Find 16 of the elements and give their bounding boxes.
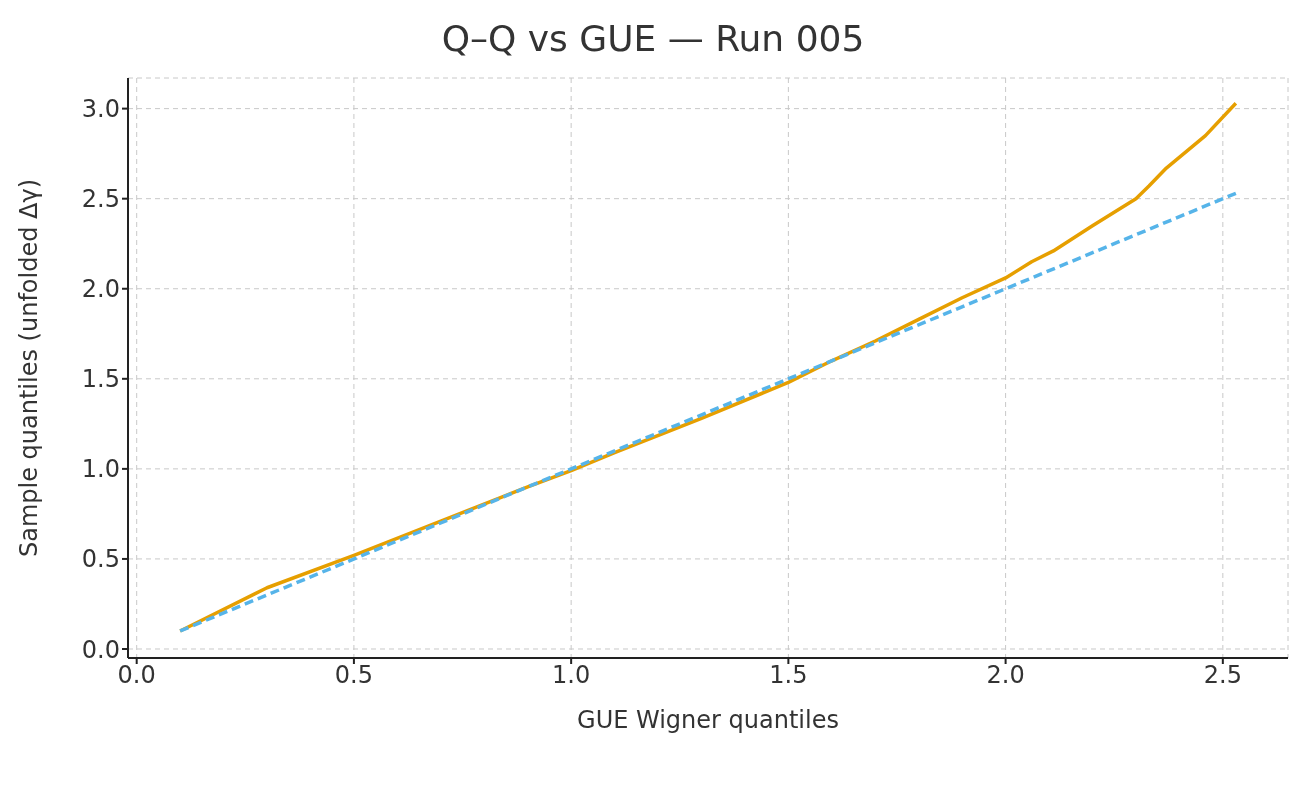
x-axis-title: GUE Wigner quantiles: [577, 706, 839, 734]
x-tick-label: 0.5: [334, 661, 373, 690]
y-tick-label: 3.0: [81, 95, 120, 124]
x-tick-label: 0.0: [117, 661, 156, 690]
x-tick-label: 1.5: [769, 661, 808, 690]
y-tick-label: 2.5: [81, 185, 120, 214]
y-tick-label: 0.0: [81, 635, 120, 664]
y-axis-title: Sample quantiles (unfolded Δγ): [14, 178, 43, 558]
y-tick-label: 1.5: [81, 365, 120, 394]
x-tick-label: 1.0: [552, 661, 591, 690]
chart-title: Q–Q vs GUE — Run 005: [440, 18, 866, 61]
y-tick-label: 0.5: [81, 545, 120, 574]
y-tick-label: 2.0: [81, 275, 120, 304]
x-tick-label: 2.5: [1203, 661, 1242, 690]
x-tick-label: 2.0: [986, 661, 1025, 690]
y-tick-label: 1.0: [81, 455, 120, 484]
